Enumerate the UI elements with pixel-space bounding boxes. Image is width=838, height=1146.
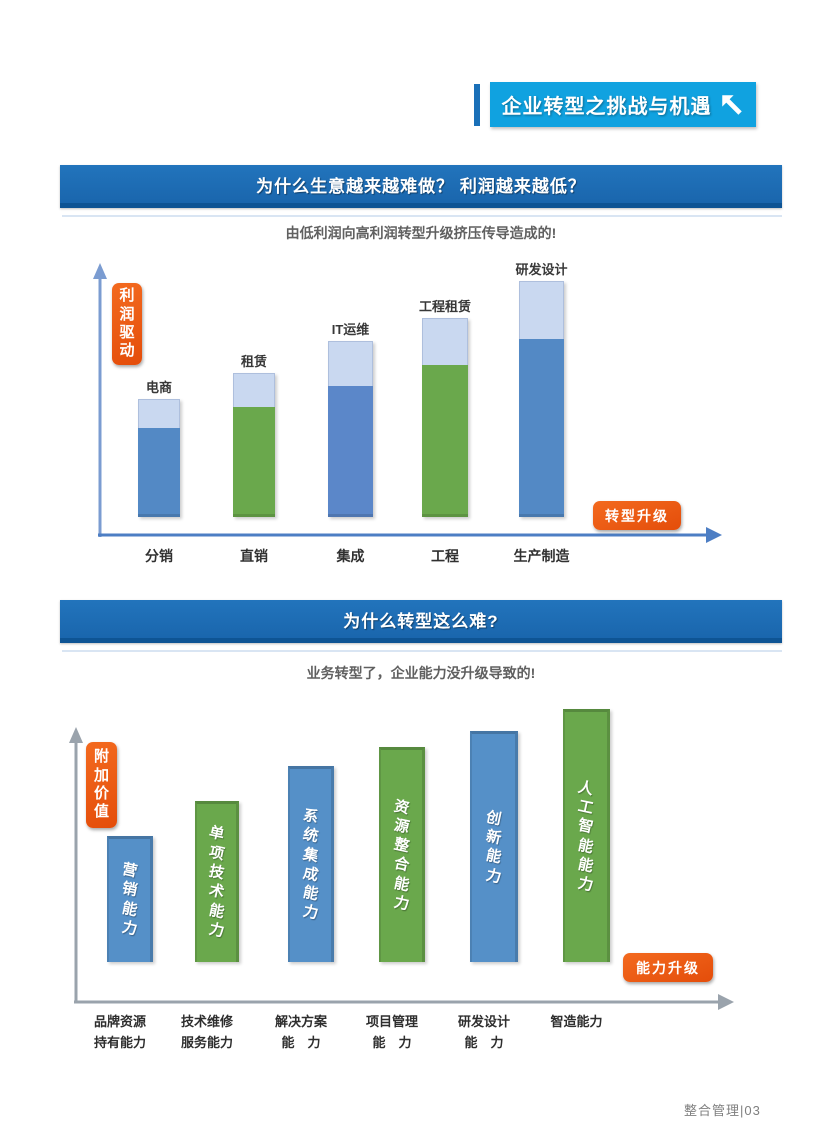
x-axis-label: 工程 [431, 548, 459, 564]
bar-top-label: IT运维 [331, 322, 370, 338]
x-axis-label: 项目管理 能 力 [365, 1014, 418, 1050]
banner-title: 企业转型之挑战与机遇 [501, 96, 712, 118]
chart-capability-upgrade: 附加价值 能力升级 营销能力品牌资源 持有能力 单项技术能力技术维修 服务能力 系统… [60, 690, 782, 1070]
banner-accent-bar [474, 84, 480, 126]
divider-line [62, 650, 782, 652]
bar-top-label: 电商 [145, 380, 172, 396]
section2-header: 为什么转型这么难? [60, 600, 782, 643]
y-axis-badge: 附加价值 [86, 742, 117, 828]
x-axis-arrow-icon [706, 527, 722, 543]
bar-top-label: 研发设计 [515, 262, 568, 278]
section1-subtitle: 由低利润向高利润转型升级挤压传导造成的! [285, 225, 557, 241]
divider-line [62, 215, 782, 217]
stacked-bar [233, 372, 275, 517]
bar-segment-main [233, 406, 275, 517]
capability-bar: 创新能力 [470, 730, 518, 962]
y-axis-arrow-icon [93, 263, 107, 279]
bar-vertical-label: 资源整合能力 [392, 797, 411, 914]
x-axis-arrow-icon [718, 994, 734, 1010]
x-axis-label: 研发设计 能 力 [457, 1014, 510, 1050]
bar-segment-light [328, 341, 373, 386]
y-axis-badge: 利润驱动 [112, 283, 142, 365]
chart2-axes [69, 727, 734, 1010]
bar-segment-main [519, 338, 564, 517]
bar-vertical-label: 创新能力 [484, 808, 503, 886]
bar-segment-light [233, 372, 275, 407]
bar-segment-light [422, 317, 468, 366]
x-axis-label: 智造能力 [550, 1014, 603, 1029]
bar-vertical-label: 系统集成能力 [301, 806, 320, 923]
chart-profit-transformation: 利润驱动 转型升级 电商分销 租赁直销 IT运维集成 工程租赁工程 研发设计生产制造 [60, 250, 782, 580]
x-axis-label: 分销 [145, 548, 173, 564]
bar-segment-main [328, 385, 373, 517]
bar-segment-main [138, 427, 180, 517]
bar-vertical-label: 单项技术能力 [207, 824, 226, 941]
bar-segment-main [422, 365, 468, 517]
y-axis-arrow-icon [69, 727, 83, 743]
bar-segment-light [138, 399, 180, 428]
bar-vertical-label: 人工智能能力 [577, 778, 596, 895]
x-axis-badge: 转型升级 [593, 501, 681, 530]
section2-header-text: 为什么转型这么难? [343, 611, 499, 631]
x-axis-label: 品牌资源 持有能力 [93, 1014, 146, 1050]
bar-segment-light [519, 281, 564, 339]
page-banner: 企业转型之挑战与机遇 [490, 82, 756, 127]
capability-bar: 资源整合能力 [379, 746, 425, 962]
x-axis-label: 直销 [240, 548, 268, 564]
stacked-bar [328, 341, 373, 517]
stacked-bar [519, 281, 564, 517]
arrow-up-left-icon [719, 92, 745, 118]
section1-header-text: 为什么生意越来越难做？ 利润越来越低？ [256, 176, 586, 196]
vertical-text: 附加价值 [93, 748, 109, 821]
capability-bar: 营销能力 [107, 835, 153, 962]
bar-top-label: 租赁 [240, 353, 267, 369]
x-axis-label: 集成 [336, 548, 365, 564]
capability-bar: 人工智能能力 [563, 709, 610, 962]
section1-header: 为什么生意越来越难做？ 利润越来越低？ [60, 165, 782, 208]
bar-top-label: 工程租赁 [418, 298, 471, 314]
x-axis-label: 解决方案 能 力 [274, 1014, 327, 1050]
x-axis-label: 技术维修 服务能力 [180, 1014, 233, 1050]
x-axis-label: 生产制造 [513, 548, 570, 564]
stacked-bar [422, 317, 468, 517]
chart1-axes [93, 263, 722, 543]
bar-vertical-label: 营销能力 [120, 860, 139, 939]
section2-subtitle: 业务转型了，企业能力没升级导致的! [306, 665, 536, 681]
capability-bar: 系统集成能力 [288, 765, 334, 962]
vertical-text: 利润驱动 [119, 287, 135, 360]
page-footer: 整合管理|03 [684, 1103, 761, 1118]
stacked-bar [138, 399, 180, 517]
capability-bar: 单项技术能力 [195, 800, 239, 962]
x-axis-badge: 能力升级 [623, 953, 713, 982]
